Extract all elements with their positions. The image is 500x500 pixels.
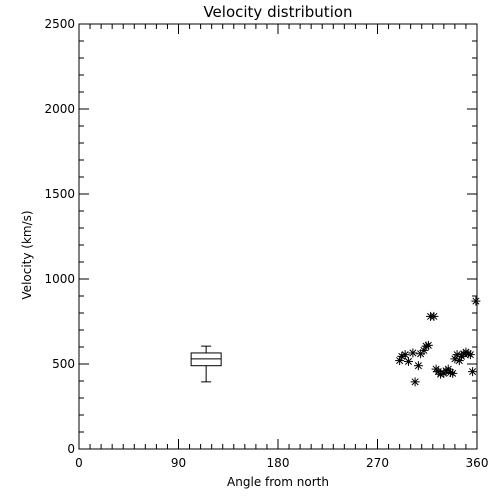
tick-labels: 0 90 180 270 360 0 500 1000 1500 2000 2500 [44, 17, 488, 470]
point-stroke [469, 368, 477, 376]
data-point [410, 377, 420, 387]
data-point [400, 350, 410, 360]
point-stroke [409, 349, 417, 357]
point-stroke [411, 378, 419, 386]
data-point [465, 350, 475, 360]
point-stroke [414, 362, 422, 370]
point-stroke [472, 297, 480, 305]
point-stroke [424, 341, 432, 349]
x-axis-label: Angle from north [227, 475, 329, 489]
y-tick-label: 500 [52, 357, 75, 371]
point-stroke [466, 351, 474, 359]
box-plot [190, 345, 222, 383]
y-tick-label: 2500 [44, 17, 75, 31]
y-tick-label: 1000 [44, 272, 75, 286]
scatter-points [395, 296, 481, 387]
data-point [413, 361, 423, 371]
y-axis-label: Velocity (km/s) [20, 210, 34, 299]
chart-title: Velocity distribution [203, 3, 352, 21]
y-tick-label: 0 [67, 442, 75, 456]
plot-frame [78, 23, 478, 450]
point-stroke [404, 357, 412, 365]
data-point [403, 356, 413, 366]
data-point [423, 340, 433, 350]
y-tick-label: 1500 [44, 187, 75, 201]
point-stroke [449, 369, 457, 377]
point-stroke [444, 365, 452, 373]
data-point [408, 348, 418, 358]
x-tick-label: 270 [366, 456, 389, 470]
y-tick-label: 2000 [44, 102, 75, 116]
x-tick-label: 180 [267, 456, 290, 470]
data-point [429, 311, 439, 321]
data-point [471, 296, 481, 306]
x-tick-label: 360 [466, 456, 489, 470]
axis-ticks [78, 23, 478, 450]
x-tick-label: 90 [171, 456, 186, 470]
data-point [468, 367, 478, 377]
point-stroke [430, 312, 438, 320]
x-tick-label: 0 [75, 456, 83, 470]
data-point [448, 368, 458, 378]
point-stroke [453, 351, 461, 359]
point-stroke [401, 351, 409, 359]
